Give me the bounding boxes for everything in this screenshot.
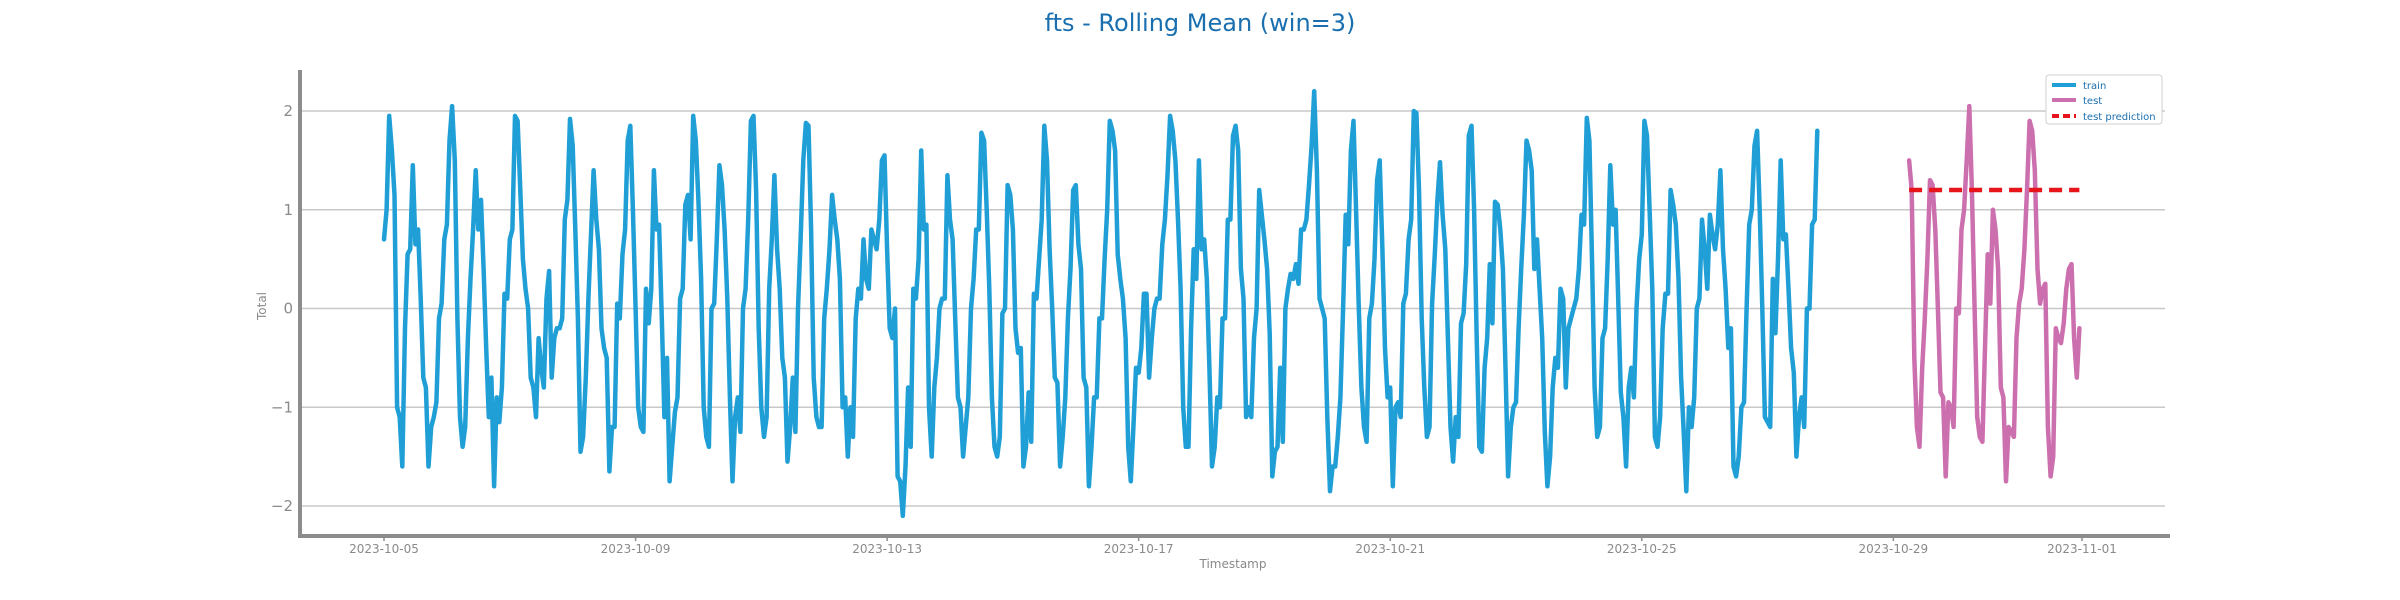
x-tick-label: 2023-10-21 [1355, 542, 1425, 556]
series-line-train [384, 91, 1817, 516]
y-tick-label: 1 [283, 201, 293, 219]
x-axis-label: Timestamp [1199, 557, 1267, 571]
legend-train-label: train [2083, 81, 2106, 92]
legend: train test test prediction [2046, 75, 2162, 124]
series-lines [384, 91, 2079, 516]
x-tick-label: 2023-10-17 [1104, 542, 1174, 556]
y-tick-label: 2 [283, 102, 293, 120]
series-line-test [1909, 106, 2079, 481]
x-tick-label: 2023-10-29 [1858, 542, 1928, 556]
x-tick-label: 2023-10-05 [349, 542, 419, 556]
x-ticks: 2023-10-05 2023-10-09 2023-10-13 2023-10-17… [349, 536, 2117, 556]
x-tick-label: 2023-10-25 [1607, 542, 1677, 556]
y-tick-label: 0 [283, 300, 293, 318]
legend-prediction-label: test prediction [2083, 112, 2156, 123]
x-tick-label: 2023-10-09 [601, 542, 671, 556]
y-axis-label: Total [255, 292, 269, 321]
y-ticks: −2 −1 0 1 2 [271, 102, 293, 515]
x-tick-label: 2023-10-13 [852, 542, 922, 556]
x-tick-label: 2023-11-01 [2047, 542, 2117, 556]
y-tick-label: −1 [271, 398, 293, 416]
y-tick-label: −2 [271, 497, 293, 515]
legend-test-label: test [2083, 96, 2102, 107]
chart-title: fts - Rolling Mean (win=3) [1045, 9, 1356, 37]
